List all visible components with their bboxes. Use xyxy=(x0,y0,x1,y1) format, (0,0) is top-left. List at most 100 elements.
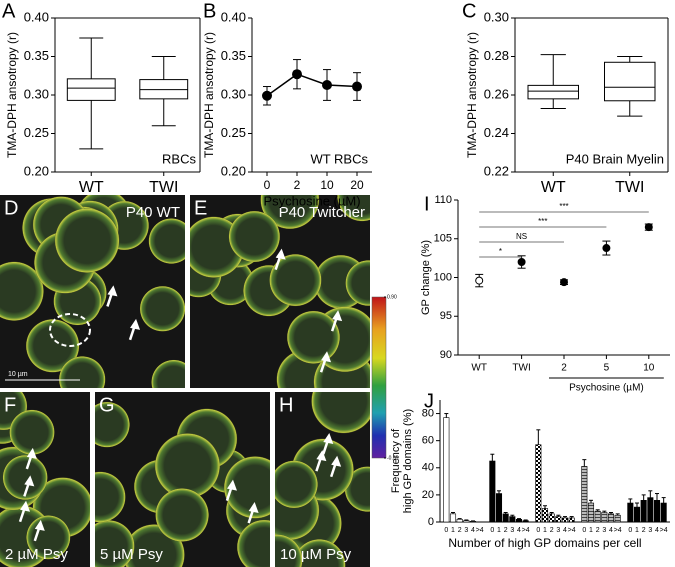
x-tick-label: 1 xyxy=(589,527,593,534)
bar xyxy=(489,460,496,523)
arrow-head xyxy=(316,450,327,462)
cell xyxy=(223,455,270,519)
x-tick-label: 2 xyxy=(458,527,462,534)
annotation: RBCs xyxy=(162,151,196,166)
bar xyxy=(495,493,503,523)
x-tick-label: 0 xyxy=(582,527,586,534)
point xyxy=(517,258,526,266)
panel-letter: G xyxy=(99,394,115,416)
y-axis-label: high GP domains (%) xyxy=(402,409,414,513)
cell xyxy=(95,401,130,448)
point xyxy=(292,69,302,80)
point xyxy=(475,276,484,285)
cells xyxy=(190,195,370,388)
bar xyxy=(594,510,601,523)
x-tick-label: 1 xyxy=(497,527,501,534)
x-tick-label: >4 xyxy=(614,527,622,534)
panel-letter: E xyxy=(194,197,207,219)
y-tick-label: 80 xyxy=(422,407,434,419)
bar xyxy=(555,516,562,523)
point xyxy=(560,278,568,287)
x-tick-label: >4 xyxy=(522,527,530,534)
x-tick-label: 20 xyxy=(350,178,364,192)
point xyxy=(352,81,362,92)
x-tick-label: 2 xyxy=(561,363,567,374)
y-tick-label: 0.26 xyxy=(484,86,509,101)
y-tick-label: 20 xyxy=(422,489,434,501)
y-tick-label: 0.28 xyxy=(484,48,509,63)
y-tick-label: 0.40 xyxy=(221,9,246,24)
y-tick-label: 0.35 xyxy=(24,48,49,63)
cell xyxy=(9,409,55,456)
x-tick-label: 1 xyxy=(543,527,547,534)
panel-letter: F xyxy=(4,394,16,416)
bar xyxy=(443,417,450,523)
x-tick-label: WT xyxy=(541,179,566,196)
x-tick-label: 3 xyxy=(648,527,652,534)
y-tick-label: 0.20 xyxy=(24,163,49,178)
image-label: P40 WT xyxy=(126,204,180,221)
cell xyxy=(139,285,185,332)
bar xyxy=(627,502,634,523)
cell xyxy=(228,210,281,263)
bar xyxy=(653,500,661,523)
x-axis-label: Psychosine (µM) xyxy=(263,193,360,208)
panel-letter: H xyxy=(279,394,293,416)
colorbar-tick-label: -0.55 xyxy=(387,455,399,461)
x-tick-label: 2 xyxy=(294,178,301,192)
cell xyxy=(148,218,185,265)
arrow-head xyxy=(248,502,259,514)
cell xyxy=(345,259,370,307)
bar xyxy=(463,520,470,523)
arrow-head xyxy=(226,479,237,491)
roi xyxy=(49,313,91,347)
y-tick-label: 0.30 xyxy=(484,9,509,24)
x-tick-label: 10 xyxy=(320,178,334,192)
cell xyxy=(95,471,126,523)
cell xyxy=(151,359,185,388)
cell xyxy=(269,253,322,307)
x-tick-label: 5 xyxy=(604,363,610,374)
micrograph-panel: D P40 WT 10 µm xyxy=(0,195,185,388)
x-tick-label: >4 xyxy=(660,527,668,534)
box xyxy=(604,61,656,102)
panel-letter: D xyxy=(4,197,18,219)
y-tick-label: 100 xyxy=(434,271,452,283)
image-label: P40 Twitcher xyxy=(279,204,365,221)
x-tick-label: 3 xyxy=(556,527,560,534)
panel-letter: I xyxy=(424,193,430,215)
arrow-head xyxy=(321,351,332,363)
bar xyxy=(449,513,457,523)
micrograph-panel: F 2 µM Psy xyxy=(0,392,90,567)
x-tick-label: 4 xyxy=(609,527,613,534)
image-label: 5 µM Psy xyxy=(100,546,163,563)
cells xyxy=(0,195,185,388)
bar xyxy=(660,502,667,523)
y-tick-label: 60 xyxy=(422,435,434,447)
scale-bar-label: 10 µm xyxy=(8,371,28,378)
x-tick-label: 2 xyxy=(596,527,600,534)
x-tick-label: TWI xyxy=(512,363,530,374)
panel-letter: J xyxy=(424,390,434,412)
y-tick-label: 90 xyxy=(440,349,452,361)
box xyxy=(66,78,116,101)
bar xyxy=(640,500,647,523)
x-tick-label: 3 xyxy=(464,527,468,534)
cell xyxy=(275,460,319,509)
cell xyxy=(286,310,341,365)
x-tick-label: >4 xyxy=(568,527,576,534)
cell xyxy=(2,454,48,501)
bar xyxy=(568,517,575,523)
x-tick-label: 2 xyxy=(504,527,508,534)
cell xyxy=(310,392,370,434)
y-tick-label: 40 xyxy=(422,462,434,474)
arrow-head xyxy=(332,310,343,322)
x-tick-label: 10 xyxy=(643,363,655,374)
point xyxy=(322,79,332,90)
micrograph-panel: E P40 Twitcher xyxy=(190,195,370,388)
panel-letter: C xyxy=(462,0,476,22)
y-tick-label: 110 xyxy=(434,194,452,206)
x-tick-label: 2 xyxy=(642,527,646,534)
micrograph-panel: H 10 µM Psy xyxy=(275,392,370,567)
bar xyxy=(515,518,523,523)
